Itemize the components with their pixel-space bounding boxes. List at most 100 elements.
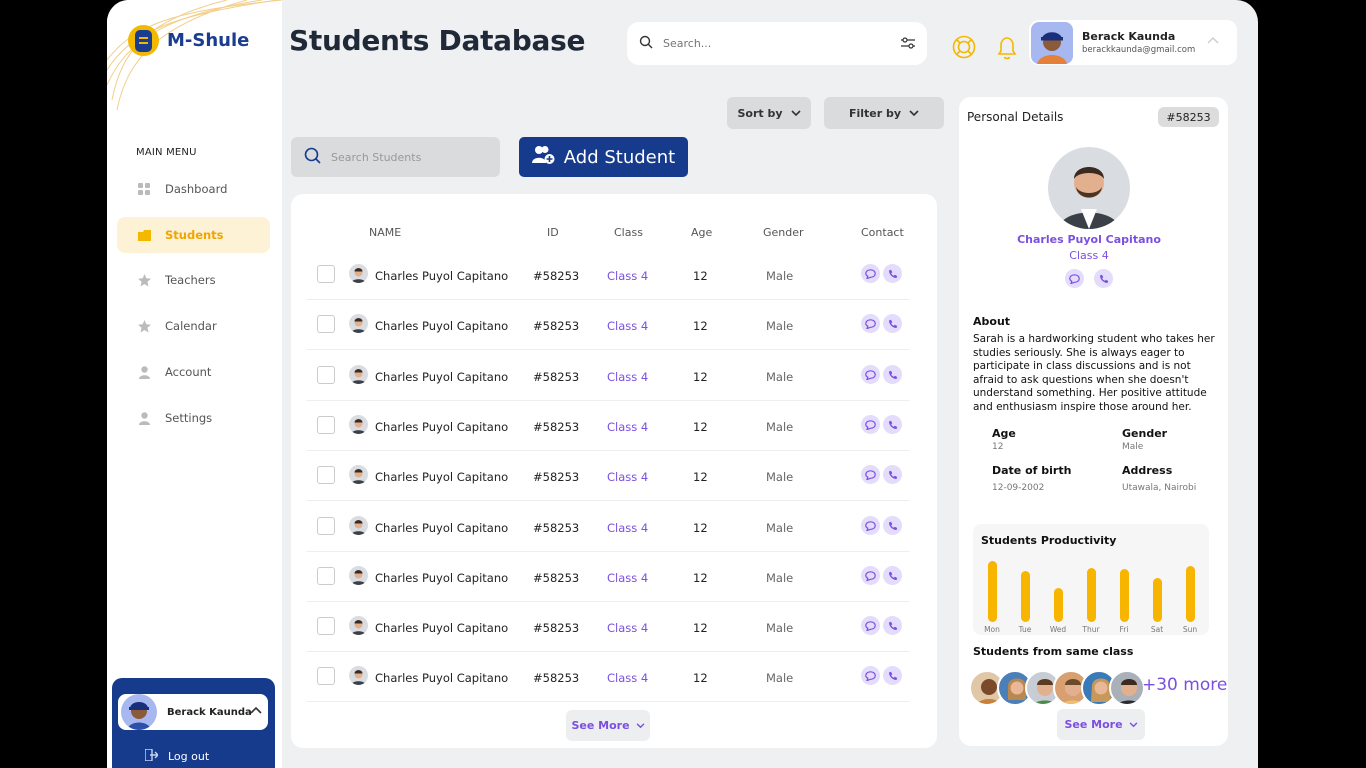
message-button[interactable] bbox=[861, 666, 880, 686]
logout-button[interactable]: Log out bbox=[144, 748, 210, 764]
sidebar-item-dashboard[interactable]: Dashboard bbox=[117, 171, 270, 207]
classmate-avatar[interactable] bbox=[1109, 670, 1145, 706]
call-button[interactable] bbox=[883, 515, 902, 535]
sidebar-item-calendar[interactable]: Calendar bbox=[117, 308, 270, 344]
table-row[interactable]: Charles Puyol Capitano #58253 Class 4 12… bbox=[307, 451, 909, 502]
student-search-field[interactable]: Search Students bbox=[291, 137, 500, 177]
call-button[interactable] bbox=[1094, 269, 1113, 288]
table-row[interactable]: Charles Puyol Capitano #58253 Class 4 12… bbox=[307, 652, 909, 703]
row-checkbox[interactable] bbox=[317, 265, 335, 283]
gender-label: Gender bbox=[1122, 427, 1168, 440]
student-class[interactable]: Class 4 bbox=[607, 419, 649, 434]
student-class[interactable]: Class 4 bbox=[607, 520, 649, 535]
sidebar-item-account[interactable]: Account bbox=[117, 354, 270, 390]
message-button[interactable] bbox=[861, 314, 880, 334]
call-button[interactable] bbox=[883, 414, 902, 434]
avatar bbox=[349, 565, 368, 585]
bell-icon[interactable] bbox=[995, 35, 1019, 60]
message-button[interactable] bbox=[861, 565, 880, 585]
user-profile-menu[interactable]: Berack Kaunda berackkaunda@gmail.com bbox=[1029, 20, 1237, 65]
row-checkbox[interactable] bbox=[317, 667, 335, 686]
student-class[interactable]: Class 4 bbox=[607, 269, 649, 283]
student-name[interactable]: Charles Puyol Capitano bbox=[375, 369, 509, 384]
table-row[interactable]: Charles Puyol Capitano #58253 Class 4 12… bbox=[307, 250, 909, 300]
column-header-class: Class bbox=[614, 226, 643, 239]
sidebar-user-toggle[interactable]: Berack Kaunda bbox=[118, 694, 268, 730]
chevron-down-icon bbox=[1129, 718, 1138, 731]
student-class[interactable]: Class 4 bbox=[607, 319, 649, 334]
productivity-day-label: Thur bbox=[1082, 625, 1100, 634]
filter-label: Filter by bbox=[848, 106, 902, 120]
table-row[interactable]: Charles Puyol Capitano #58253 Class 4 12… bbox=[307, 502, 909, 552]
student-name[interactable]: Charles Puyol Capitano bbox=[375, 269, 509, 283]
column-header-name: NAME bbox=[369, 226, 402, 239]
dob-label: Date of birth bbox=[992, 464, 1072, 477]
help-icon[interactable] bbox=[952, 35, 976, 59]
call-button[interactable] bbox=[883, 314, 902, 334]
call-button[interactable] bbox=[883, 616, 902, 636]
call-button[interactable] bbox=[883, 465, 902, 485]
sort-button[interactable]: Sort by bbox=[727, 97, 811, 129]
avatar bbox=[121, 694, 157, 730]
student-name[interactable]: Charles Puyol Capitano bbox=[375, 520, 509, 535]
call-button[interactable] bbox=[883, 264, 902, 283]
call-button[interactable] bbox=[883, 565, 902, 585]
personal-details-title: Personal Details bbox=[967, 110, 1064, 124]
message-button[interactable] bbox=[861, 465, 880, 485]
student-name[interactable]: Charles Puyol Capitano bbox=[375, 621, 509, 636]
add-student-button[interactable]: Add Student bbox=[519, 137, 688, 177]
student-name[interactable]: Charles Puyol Capitano bbox=[375, 671, 509, 686]
table-see-more-button[interactable]: See More bbox=[566, 710, 650, 741]
row-checkbox[interactable] bbox=[317, 365, 335, 384]
classmate-avatar[interactable] bbox=[969, 670, 1005, 706]
classmate-avatar[interactable] bbox=[997, 670, 1033, 706]
call-button[interactable] bbox=[883, 364, 902, 384]
student-class[interactable]: Class 4 bbox=[607, 470, 649, 485]
brand-logo[interactable]: M-Shule bbox=[128, 25, 249, 56]
row-checkbox[interactable] bbox=[317, 466, 335, 485]
header-user-name: Berack Kaunda bbox=[1082, 30, 1176, 43]
row-checkbox[interactable] bbox=[317, 516, 335, 535]
message-button[interactable] bbox=[861, 264, 880, 283]
global-search[interactable] bbox=[627, 22, 927, 65]
row-checkbox[interactable] bbox=[317, 315, 335, 334]
sidebar-item-teachers[interactable]: Teachers bbox=[117, 262, 270, 298]
sidebar-item-settings[interactable]: Settings bbox=[117, 400, 270, 436]
student-class[interactable]: Class 4 bbox=[607, 671, 649, 686]
message-button[interactable] bbox=[861, 364, 880, 384]
more-classmates-link[interactable]: +30 more bbox=[1142, 675, 1228, 695]
call-button[interactable] bbox=[883, 666, 902, 686]
student-name[interactable]: Charles Puyol Capitano bbox=[375, 419, 509, 434]
message-button[interactable] bbox=[861, 616, 880, 636]
header-user-email: berackkaunda@gmail.com bbox=[1082, 45, 1196, 55]
message-button[interactable] bbox=[861, 414, 880, 434]
row-checkbox[interactable] bbox=[317, 617, 335, 636]
chevron-up-icon bbox=[1207, 36, 1219, 47]
table-row[interactable]: Charles Puyol Capitano #58253 Class 4 12… bbox=[307, 401, 909, 451]
student-class[interactable]: Class 4 bbox=[607, 621, 649, 636]
table-row[interactable]: Charles Puyol Capitano #58253 Class 4 12… bbox=[307, 602, 909, 653]
phone-icon bbox=[888, 465, 898, 484]
phone-icon bbox=[888, 314, 898, 333]
row-checkbox[interactable] bbox=[317, 415, 335, 434]
filter-button[interactable]: Filter by bbox=[824, 97, 944, 129]
table-row[interactable]: Charles Puyol Capitano #58253 Class 4 12… bbox=[307, 552, 909, 602]
table-row[interactable]: Charles Puyol Capitano #58253 Class 4 12… bbox=[307, 300, 909, 351]
logout-label: Log out bbox=[168, 750, 210, 763]
chat-icon bbox=[865, 314, 876, 333]
table-row[interactable]: Charles Puyol Capitano #58253 Class 4 12… bbox=[307, 351, 909, 401]
student-name[interactable]: Charles Puyol Capitano bbox=[375, 570, 509, 585]
student-name[interactable]: Charles Puyol Capitano bbox=[375, 470, 509, 485]
classmates-see-more-button[interactable]: See More bbox=[1057, 709, 1145, 740]
about-heading: About bbox=[973, 315, 1011, 328]
student-class[interactable]: Class 4 bbox=[607, 570, 649, 585]
classmate-avatar[interactable] bbox=[1081, 670, 1117, 706]
message-button[interactable] bbox=[861, 515, 880, 535]
search-input[interactable] bbox=[663, 37, 891, 50]
message-button[interactable] bbox=[1065, 269, 1084, 288]
sidebar-item-students[interactable]: Students bbox=[117, 217, 270, 253]
student-class[interactable]: Class 4 bbox=[607, 369, 649, 384]
student-name[interactable]: Charles Puyol Capitano bbox=[375, 319, 509, 334]
filter-sliders-icon[interactable] bbox=[901, 34, 915, 53]
row-checkbox[interactable] bbox=[317, 566, 335, 585]
